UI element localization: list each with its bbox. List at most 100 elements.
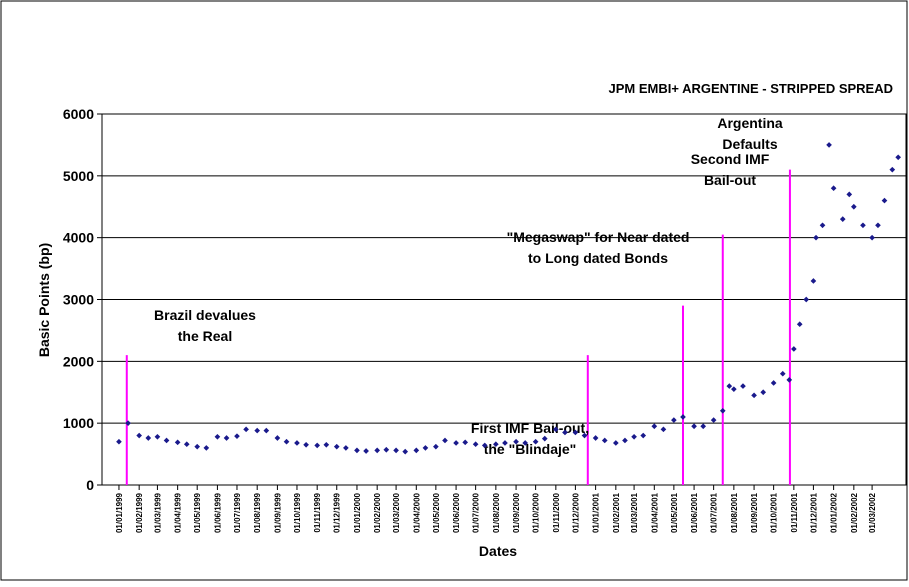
x-tick-label: 01/10/2000 (532, 492, 541, 533)
data-point (851, 203, 857, 210)
y-tick-label: 4000 (63, 230, 94, 246)
data-point (751, 392, 757, 399)
data-point (572, 429, 579, 436)
data-point (433, 443, 439, 450)
data-point (826, 142, 832, 148)
annotation-text: "Megaswap" for Near dated (507, 229, 690, 245)
data-point (294, 440, 300, 446)
data-point (731, 386, 737, 392)
x-tick-label: 01/03/2001 (630, 492, 639, 533)
y-tick-label: 2000 (63, 353, 94, 369)
x-tick-label: 01/08/2000 (492, 492, 501, 533)
data-point (875, 222, 881, 229)
data-point (726, 383, 733, 389)
y-tick-label: 3000 (63, 292, 94, 308)
annotation-text: to Long dated Bonds (528, 250, 668, 266)
data-point (786, 377, 793, 383)
x-tick-label: 01/11/2001 (790, 492, 799, 532)
x-tick-label: 01/06/1999 (213, 492, 222, 533)
data-point (413, 447, 420, 454)
data-point (691, 423, 697, 430)
data-point (640, 432, 647, 439)
data-point (234, 433, 240, 439)
annotation-text: First IMF Bail-out, (471, 420, 589, 436)
data-point (581, 432, 588, 439)
x-tick-label: 01/04/2001 (650, 492, 659, 533)
x-tick-label: 01/11/2000 (552, 492, 561, 532)
data-point (194, 443, 201, 450)
x-tick-label: 01/11/1999 (313, 492, 322, 532)
data-point (493, 441, 499, 448)
data-point (631, 433, 637, 440)
x-tick-label: 01/09/2001 (750, 492, 759, 533)
data-point (442, 437, 448, 444)
data-point (481, 442, 488, 449)
x-tick-label: 01/07/2000 (472, 492, 481, 533)
data-point (422, 445, 429, 451)
annotation-text: the Real (178, 328, 232, 344)
x-tick-label: 01/07/2001 (710, 492, 719, 533)
data-point (803, 296, 810, 303)
x-tick-label: 01/01/2002 (830, 492, 839, 533)
data-point (283, 438, 290, 445)
data-point (532, 438, 539, 445)
data-point (303, 441, 309, 448)
annotation-text: Argentina (717, 115, 783, 131)
data-point (214, 433, 221, 440)
annotation-text: Bail-out (704, 172, 756, 188)
x-axis-label: Dates (479, 543, 517, 559)
annotation-text: Brazil devalues (154, 307, 256, 323)
data-point (174, 439, 181, 446)
data-point (601, 437, 608, 444)
data-point (846, 191, 853, 198)
x-tick-label: 01/12/2001 (809, 492, 818, 533)
x-tick-label: 01/09/1999 (273, 492, 282, 533)
plot-border (101, 113, 907, 486)
data-point (472, 441, 479, 448)
data-point (562, 429, 568, 436)
data-point (323, 441, 330, 448)
data-point (740, 383, 746, 389)
data-point (680, 414, 686, 420)
x-tick-label: 01/05/1999 (193, 492, 202, 533)
x-tick-label: 01/02/2000 (373, 492, 382, 533)
x-tick-label: 01/05/2001 (670, 492, 679, 533)
annotation-text: Defaults (722, 136, 777, 152)
x-tick-label: 01/10/2001 (770, 492, 779, 533)
data-point (223, 435, 230, 441)
data-point (700, 423, 707, 430)
data-point (136, 432, 142, 439)
annotation-text: Second IMF (691, 151, 770, 167)
x-tick-label: 01/01/2001 (592, 492, 601, 533)
data-point (333, 443, 340, 450)
data-point (592, 435, 599, 441)
x-tick-label: 01/05/2000 (432, 492, 441, 533)
data-point (671, 417, 677, 423)
x-tick-label: 01/02/1999 (135, 492, 144, 533)
data-point (462, 439, 469, 446)
data-point (541, 435, 548, 442)
x-tick-label: 01/04/1999 (174, 492, 183, 533)
x-tick-label: 01/03/2002 (868, 492, 877, 533)
data-point (145, 435, 152, 441)
data-point (154, 433, 161, 440)
data-point (363, 448, 369, 454)
x-tick-label: 01/09/2000 (512, 492, 521, 533)
data-point (796, 321, 803, 328)
data-point (710, 417, 717, 423)
chart-title: JPM EMBI+ ARGENTINE - STRIPPED SPREAD (609, 81, 893, 96)
data-point (830, 185, 837, 192)
x-tick-label: 01/04/2000 (412, 492, 421, 533)
y-tick-label: 0 (86, 477, 94, 493)
data-point (760, 389, 767, 396)
x-tick-label: 01/02/2001 (612, 492, 621, 533)
y-axis-label: Basic Points (bp) (36, 243, 52, 357)
data-point (889, 166, 896, 173)
data-point (622, 437, 628, 444)
x-tick-label: 01/01/2000 (353, 492, 362, 533)
data-point (791, 346, 797, 352)
x-tick-label: 01/07/1999 (233, 492, 242, 533)
y-tick-label: 5000 (63, 168, 94, 184)
data-point (203, 445, 210, 451)
